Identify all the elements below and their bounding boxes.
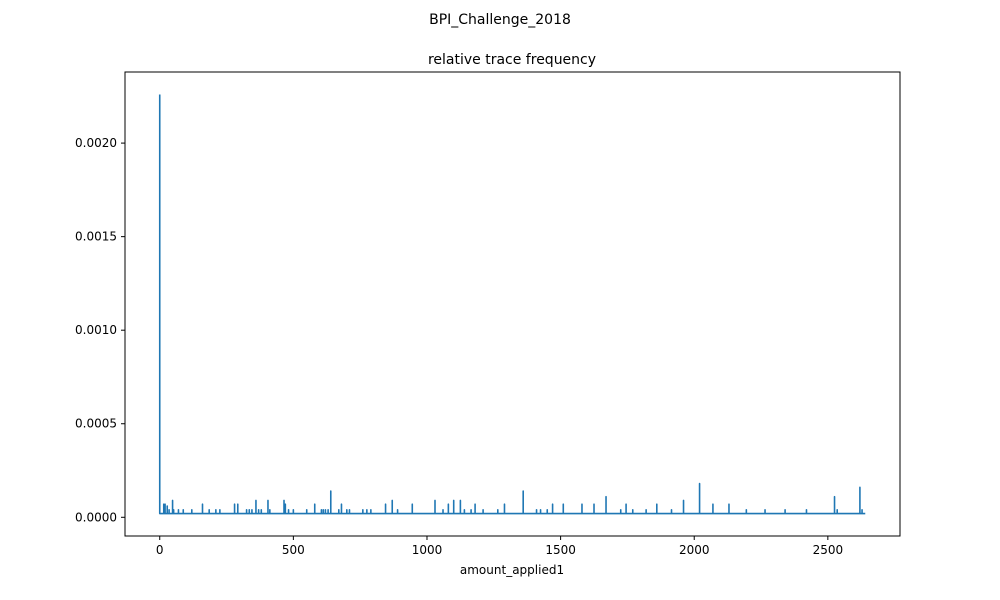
x-tick-label: 1500 (545, 543, 576, 557)
series-line (158, 94, 866, 515)
y-tick-label: 0.0000 (75, 510, 117, 524)
figure-suptitle: BPI_Challenge_2018 (429, 12, 571, 28)
x-tick-label: 2000 (679, 543, 710, 557)
x-tick-label: 0 (156, 543, 164, 557)
x-tick-label: 500 (282, 543, 305, 557)
x-tick-label: 2500 (813, 543, 844, 557)
axes-frame (124, 71, 901, 537)
x-tick-label: 1000 (412, 543, 443, 557)
plot-area (158, 94, 866, 515)
y-tick-label: 0.0020 (75, 136, 117, 150)
y-tick-label: 0.0010 (75, 323, 117, 337)
x-axis-label: amount_applied1 (460, 563, 564, 577)
chart-title: relative trace frequency (428, 52, 596, 68)
y-axis: 0.0000 0.0005 0.0010 0.0015 0.0020 (75, 136, 125, 524)
y-tick-label: 0.0015 (75, 230, 117, 244)
y-tick-label: 0.0005 (75, 417, 117, 431)
x-axis: 0 500 1000 1500 2000 2500 (156, 536, 843, 557)
